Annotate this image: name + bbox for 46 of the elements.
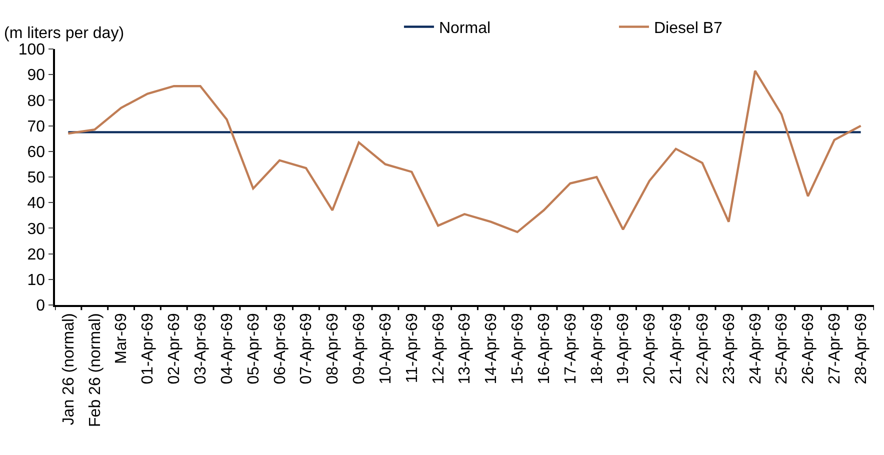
x-tick-label: 24-Apr-69 (747, 313, 764, 384)
x-tick-label: 23-Apr-69 (720, 313, 738, 384)
y-tick-label: 70 (27, 118, 46, 136)
y-tick-label: 40 (27, 195, 46, 212)
y-tick-label: 100 (18, 42, 46, 59)
x-tick-label: 21-Apr-69 (668, 313, 686, 384)
y-tick-label: 30 (27, 220, 46, 238)
y-tick-label: 20 (27, 246, 46, 264)
x-tick-label: 17-Apr-69 (562, 313, 580, 384)
x-tick-label: 08-Apr-69 (324, 313, 342, 384)
y-tick-label: 60 (27, 144, 46, 161)
x-tick-label: Mar-69 (113, 313, 130, 364)
y-tick-label: 80 (27, 92, 46, 110)
x-tick-label: 18-Apr-69 (588, 313, 606, 384)
y-axis-title: (m liters per day) (4, 25, 124, 42)
x-tick-label: 19-Apr-69 (615, 313, 632, 384)
x-tick-label: 16-Apr-69 (536, 313, 553, 384)
x-tick-label: 13-Apr-69 (456, 313, 474, 384)
x-tick-label: 03-Apr-69 (192, 313, 210, 384)
x-tick-label: 01-Apr-69 (140, 313, 157, 384)
x-tick-label: 11-Apr-69 (404, 313, 421, 384)
x-tick-label: 26-Apr-69 (800, 313, 818, 384)
x-tick-label: 05-Apr-69 (245, 313, 262, 384)
x-tick-label: 25-Apr-69 (774, 313, 791, 384)
x-tick-label: Jan 26 (normal) (60, 313, 78, 426)
legend-label: Normal (438, 20, 491, 38)
x-tick-label: 06-Apr-69 (272, 313, 289, 384)
y-tick-label: 10 (27, 272, 46, 289)
x-tick-label: 28-Apr-69 (852, 313, 870, 384)
x-tick-label: 27-Apr-69 (826, 313, 844, 384)
x-tick-label: 20-Apr-69 (642, 313, 659, 384)
x-tick-label: 22-Apr-69 (694, 313, 712, 384)
y-tick-label: 50 (27, 170, 46, 187)
legend-label: Diesel B7 (654, 20, 723, 38)
line-series (67, 70, 862, 234)
y-tick-label: 0 (36, 298, 46, 315)
x-tick-label: Feb 26 (normal) (86, 313, 104, 427)
x-tick-label: 15-Apr-69 (510, 313, 527, 384)
x-tick-label: 07-Apr-69 (298, 313, 316, 384)
x-tick-label: 09-Apr-69 (351, 313, 368, 384)
x-tick-label: 14-Apr-69 (483, 313, 500, 384)
y-tick-label: 90 (27, 67, 46, 84)
x-tick-label: 02-Apr-69 (166, 313, 184, 384)
x-tick-label: 10-Apr-69 (377, 313, 394, 384)
x-tick-label: 04-Apr-69 (218, 313, 236, 384)
x-tick-label: 12-Apr-69 (430, 313, 448, 384)
